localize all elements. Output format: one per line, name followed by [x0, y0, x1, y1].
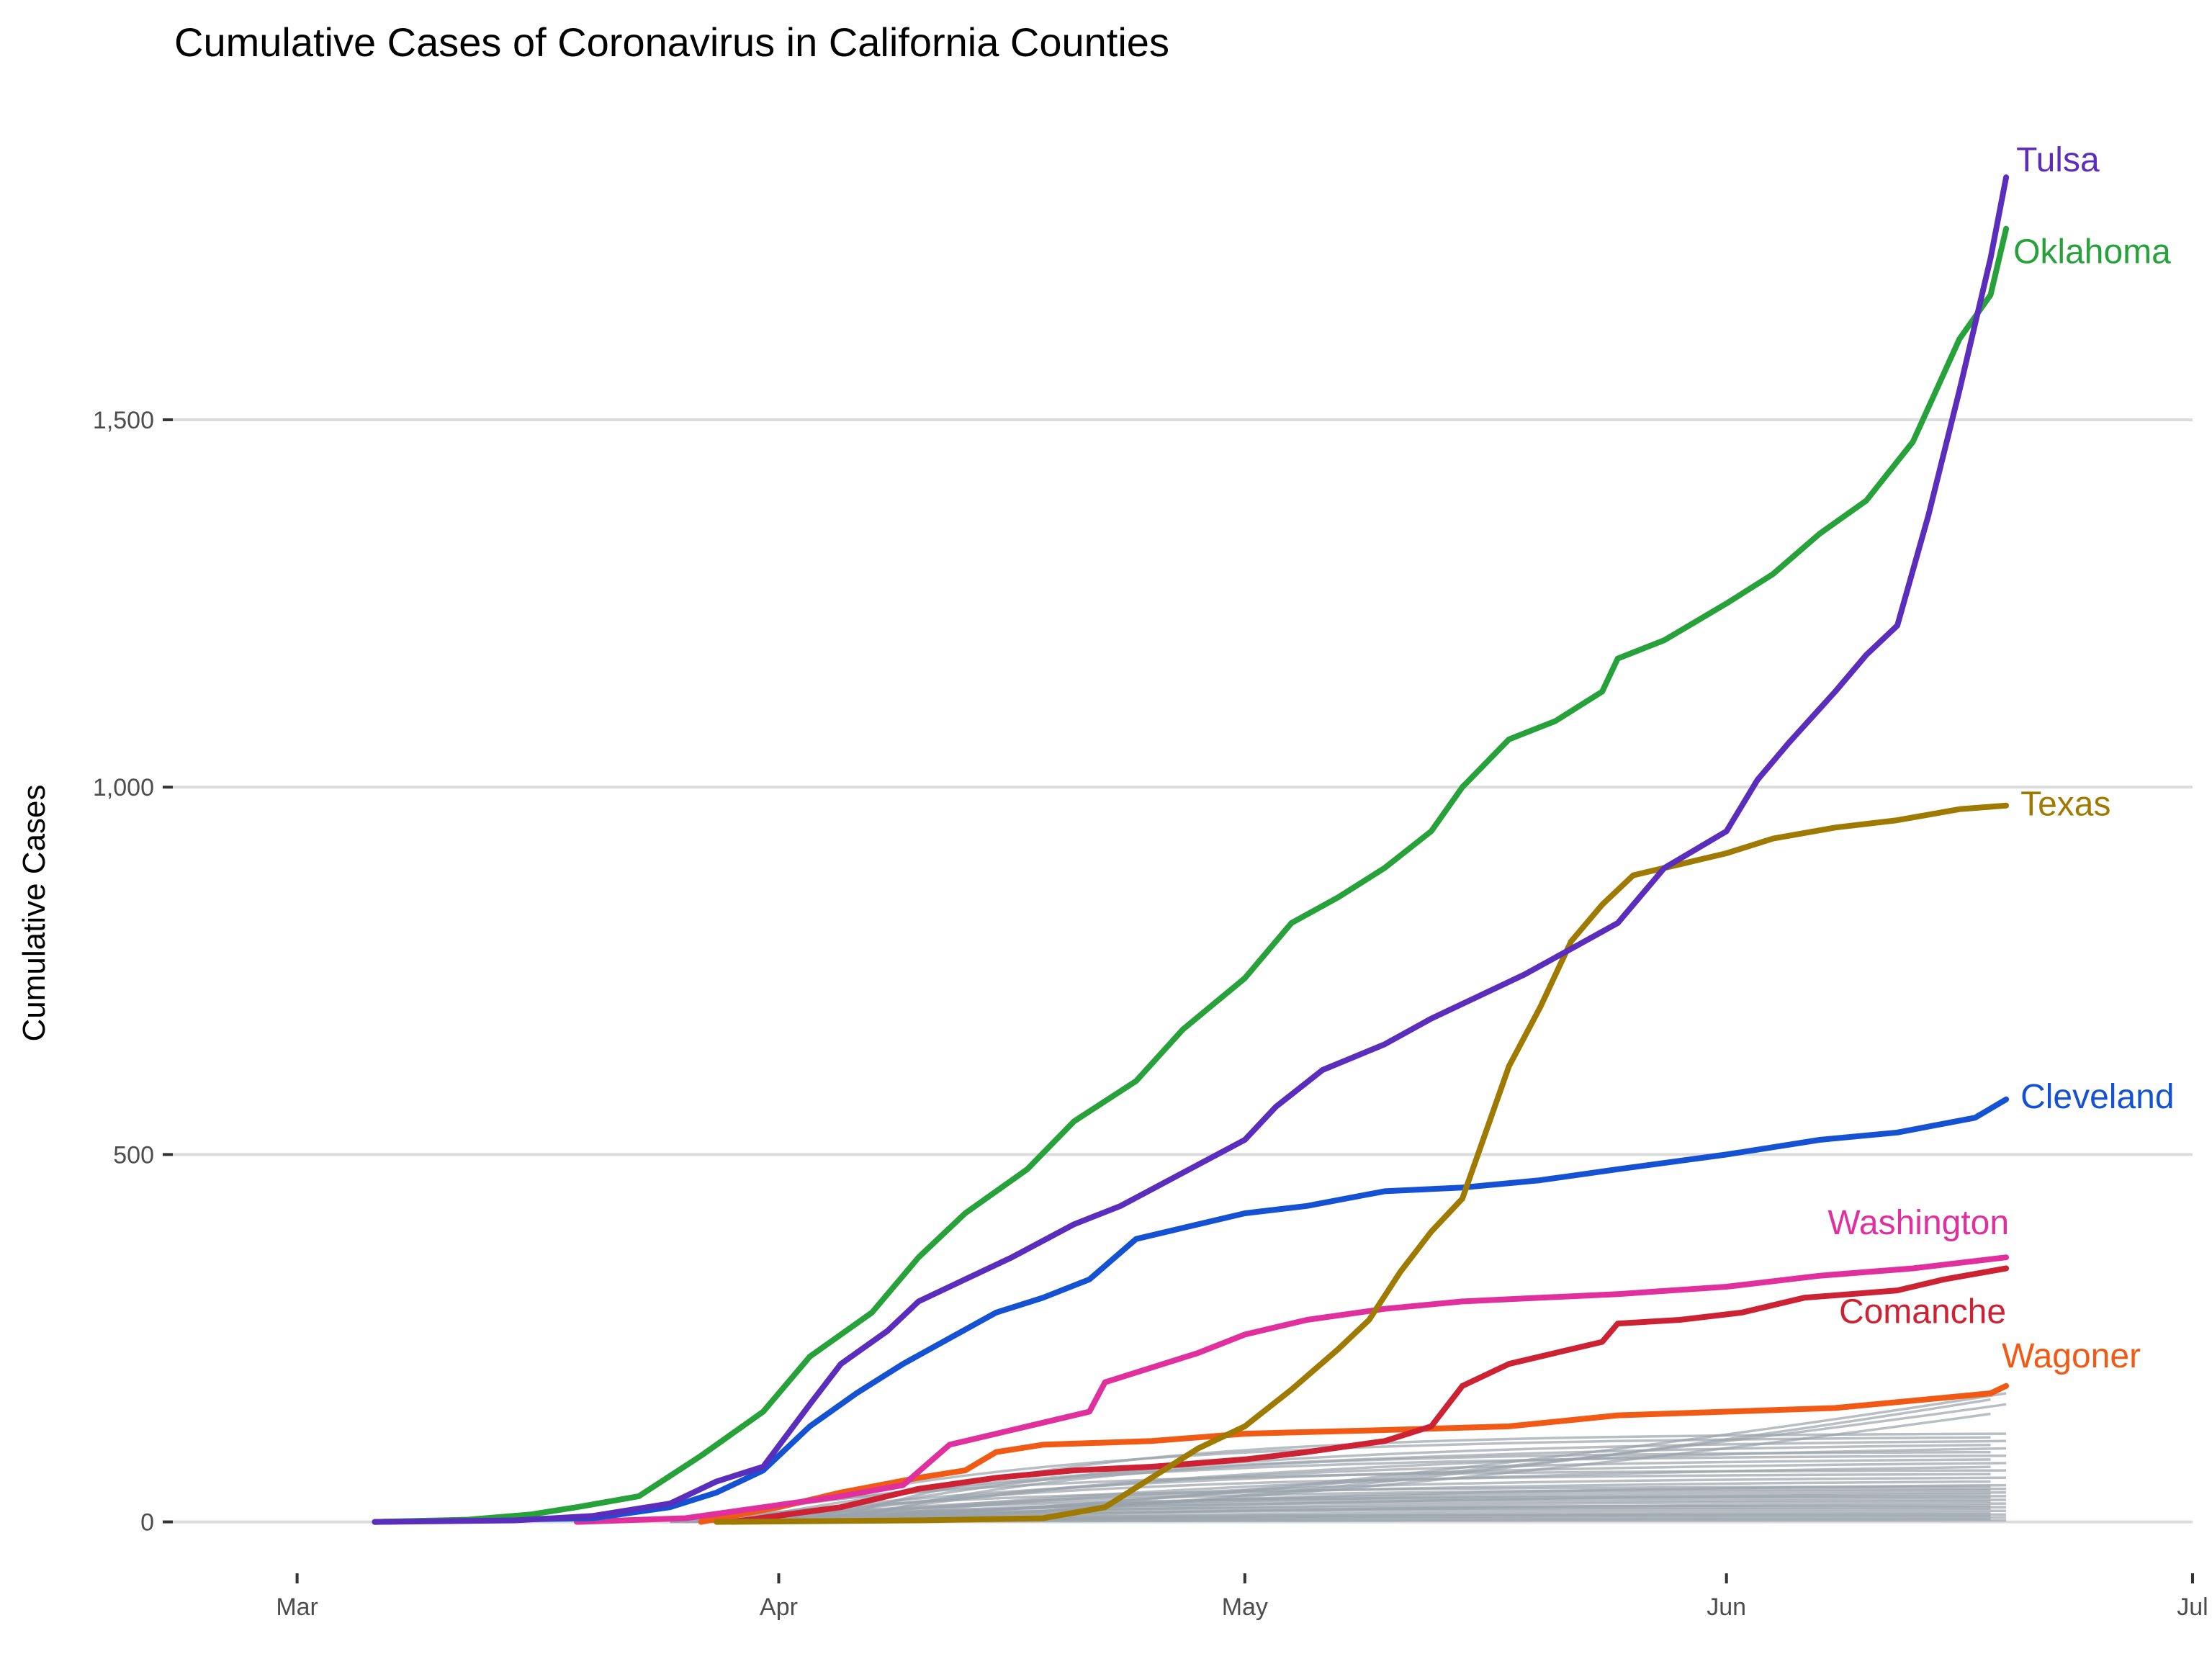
series-label-comanche: Comanche — [1839, 1293, 2006, 1331]
series-line-texas — [714, 802, 2010, 1525]
series-label-tulsa: Tulsa — [2016, 141, 2100, 179]
series-line-wagoner — [698, 1382, 2010, 1525]
background-series-line — [763, 1447, 2007, 1524]
x-tick-label-3: Jun — [1707, 1593, 1746, 1621]
axes: 0 500 1,000 1,500 Mar Apr May Jun Jul — [93, 407, 2208, 1621]
series-label-texas: Texas — [2020, 786, 2110, 824]
background-series-line — [809, 1458, 1991, 1524]
x-tick-label-1: Apr — [760, 1593, 798, 1621]
x-tick-label-4: Jul — [2177, 1593, 2208, 1621]
y-tick-label-2: 1,000 — [93, 774, 154, 801]
series-line-oklahoma — [372, 225, 2010, 1525]
background-series-line — [716, 1480, 1991, 1524]
background-series-line — [778, 1398, 1991, 1524]
series-labels: Wagoner Comanche Washington Cleveland Texas O… — [1827, 141, 2174, 1375]
background-series-line — [825, 1502, 2007, 1524]
series-group — [372, 174, 2010, 1525]
series-label-washington: Washington — [1827, 1204, 2009, 1242]
series-line-washington — [574, 1254, 2010, 1525]
y-tick-label-3: 1,500 — [93, 407, 154, 434]
y-axis-label: Cumulative Cases — [17, 784, 52, 1041]
background-series-line — [732, 1491, 2007, 1524]
x-tick-label-2: May — [1222, 1593, 1268, 1621]
series-line-comanche — [729, 1265, 2010, 1525]
background-series-line — [701, 1462, 2007, 1524]
x-tick-label-0: Mar — [276, 1593, 318, 1621]
y-tick-label-0: 0 — [140, 1509, 154, 1537]
series-label-cleveland: Cleveland — [2020, 1078, 2174, 1116]
series-label-wagoner: Wagoner — [2002, 1337, 2141, 1375]
y-tick-label-1: 500 — [113, 1141, 154, 1169]
background-series-line — [793, 1439, 2007, 1524]
chart-title: Cumulative Cases of Coronavirus in Calif… — [174, 19, 1169, 65]
series-line-tulsa — [372, 174, 2010, 1525]
background-series-line — [701, 1392, 2007, 1524]
background-series-line — [824, 1476, 2007, 1524]
series-label-oklahoma: Oklahoma — [2013, 233, 2171, 271]
series-line-cleveland — [372, 1096, 2010, 1525]
